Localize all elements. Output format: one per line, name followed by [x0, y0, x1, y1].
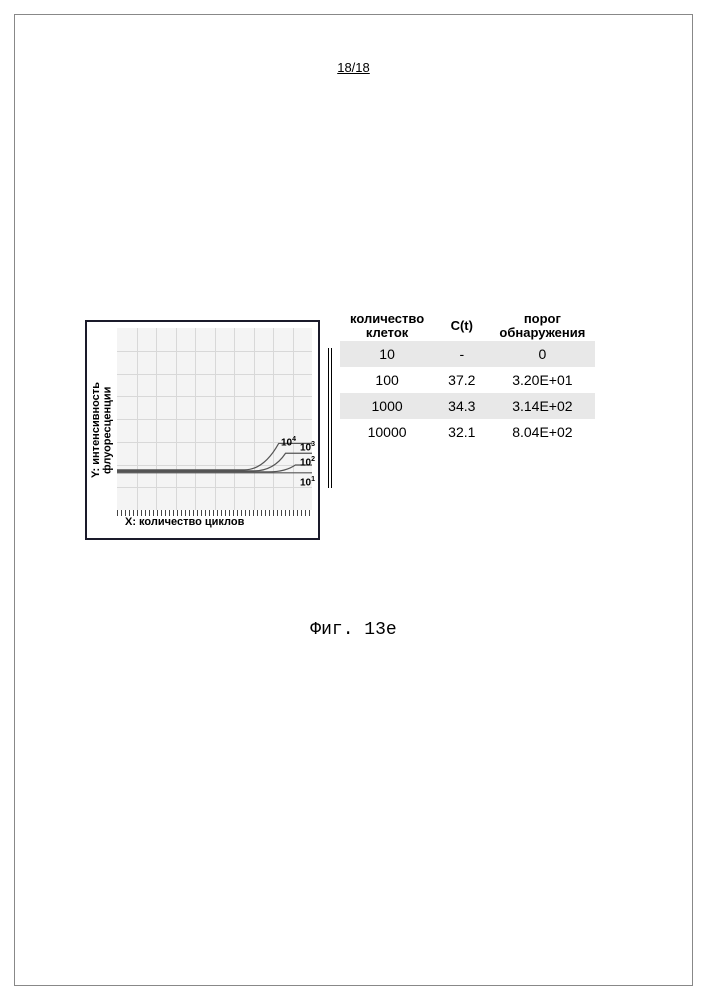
- curve-label-10e2: 102: [300, 456, 315, 468]
- amplification-chart: 104 103 102 101 Y: интенсивность флуорес…: [85, 320, 320, 540]
- figure-caption: Фиг. 13e: [310, 620, 396, 640]
- chart-x-ticks: [117, 510, 312, 516]
- col-header-ct: C(t): [434, 310, 489, 341]
- table-row: 10 - 0: [340, 341, 595, 367]
- curve-label-10e4: 104: [281, 436, 296, 448]
- chart-plot-area: 104 103 102 101: [117, 328, 312, 510]
- table-row: 100 37.2 3.20E+01: [340, 367, 595, 393]
- curve-label-10e1: 101: [300, 476, 315, 488]
- figure-content: 104 103 102 101 Y: интенсивность флуорес…: [85, 320, 660, 540]
- curve-10e3: [117, 453, 312, 471]
- chart-x-axis-label: X: количество циклов: [125, 516, 244, 528]
- data-table: количество клеток C(t) порог обнаружения…: [340, 310, 595, 445]
- curve-label-10e3: 103: [300, 441, 315, 453]
- data-table-container: количество клеток C(t) порог обнаружения…: [340, 310, 595, 445]
- col-header-cells: количество клеток: [340, 310, 434, 341]
- chart-y-axis-label: Y: интенсивность флуоресценции: [91, 382, 114, 478]
- table-row: 10000 32.1 8.04E+02: [340, 419, 595, 445]
- col-header-threshold: порог обнаружения: [489, 310, 595, 341]
- table-header-row: количество клеток C(t) порог обнаружения: [340, 310, 595, 341]
- page-number: 18/18: [337, 60, 370, 75]
- table-row: 1000 34.3 3.14E+02: [340, 393, 595, 419]
- table-left-separator: [328, 348, 332, 488]
